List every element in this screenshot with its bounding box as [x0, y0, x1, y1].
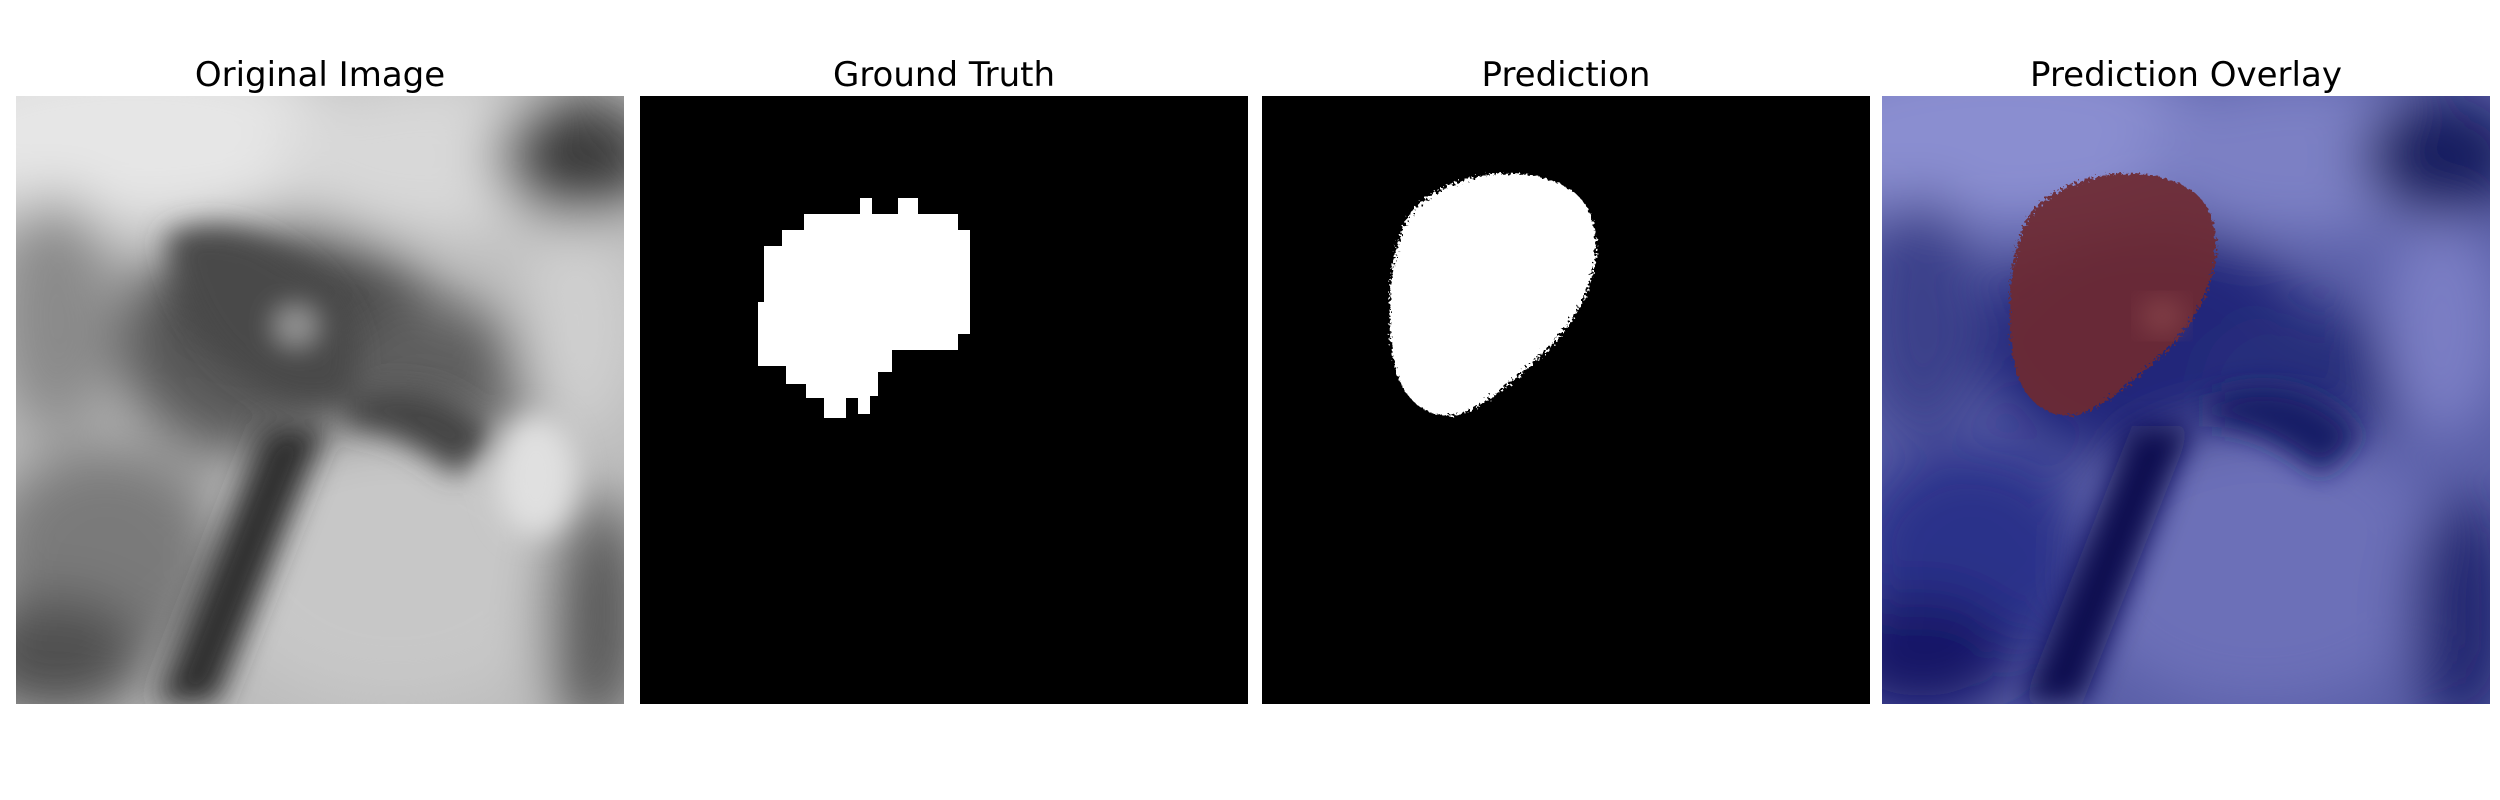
ground-truth-mask — [640, 96, 1248, 704]
prediction-overlay — [1882, 96, 2490, 704]
prediction-overlay-panel — [1882, 96, 2490, 704]
prediction-region — [1389, 173, 1596, 416]
ground-truth-region — [758, 198, 970, 418]
prediction-mask — [1262, 96, 1870, 704]
overlay-prediction-region — [2009, 173, 2216, 416]
prediction-panel — [1262, 96, 1870, 704]
panel-title-overlay: Prediction Overlay — [2030, 55, 2342, 95]
original-image-panel — [16, 96, 624, 704]
panel-title-ground-truth: Ground Truth — [832, 55, 1056, 95]
panel-title-prediction: Prediction — [1481, 55, 1651, 95]
original-image — [16, 96, 624, 704]
ground-truth-panel — [640, 96, 1248, 704]
panel-title-original: Original Image — [194, 55, 446, 95]
